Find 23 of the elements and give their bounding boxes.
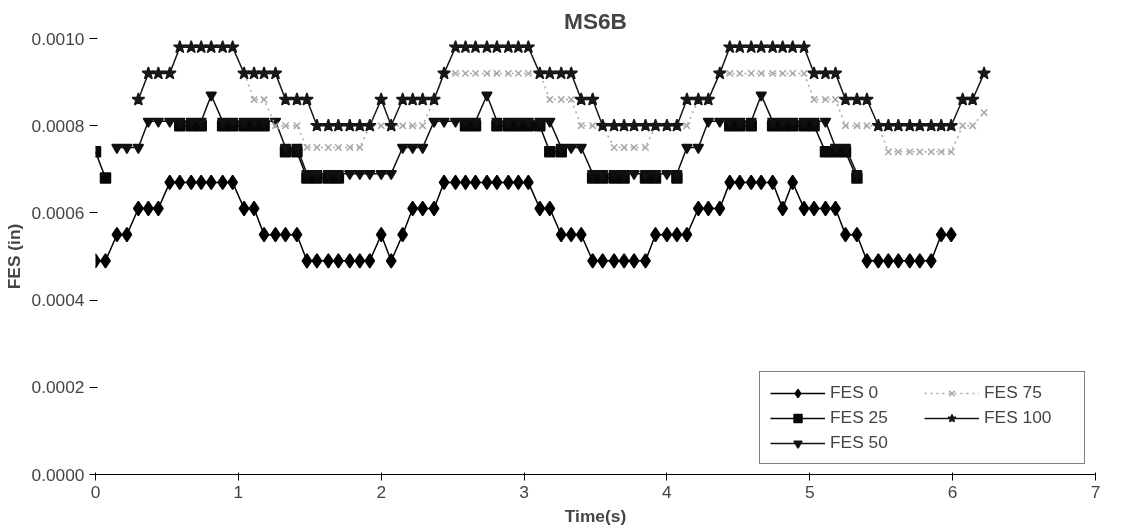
x-tick-label: 4: [662, 481, 673, 502]
y-tick-label: 0.0002: [31, 377, 85, 398]
x-axis-title: Time(s): [564, 505, 627, 526]
y-tick-label: 0.0004: [31, 290, 85, 311]
y-tick-label: 0.0008: [31, 115, 85, 136]
x-tick-label: 1: [233, 481, 244, 502]
x-tick-label: 3: [519, 481, 529, 502]
y-tick-label: 0.0000: [31, 464, 85, 485]
point: [99, 172, 112, 184]
legend-label: FES 100: [984, 407, 1053, 428]
x-tick-label: 2: [376, 481, 387, 502]
legend-label: FES 50: [830, 432, 889, 453]
x-tick-label: 7: [1090, 481, 1101, 502]
x-tick-label: 6: [947, 481, 958, 502]
x-tick-label: 5: [804, 481, 815, 502]
chart-title: MS6B: [564, 7, 627, 34]
legend-label: FES 25: [830, 407, 889, 428]
legend-label: FES 0: [830, 382, 880, 403]
legend-label: FES 75: [984, 382, 1043, 403]
y-axis-title: FES (in): [3, 223, 24, 290]
y-tick-label: 0.0006: [31, 202, 85, 223]
y-tick-label: 0.0010: [31, 28, 85, 49]
x-tick-label: 0: [90, 481, 101, 502]
